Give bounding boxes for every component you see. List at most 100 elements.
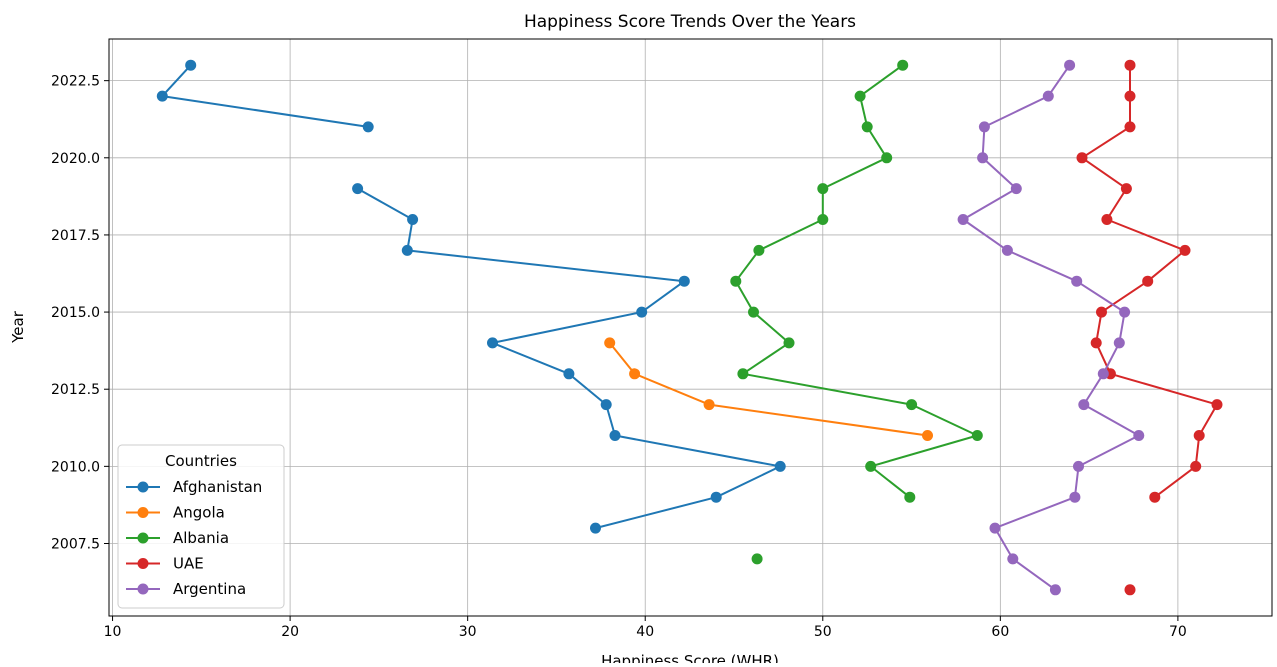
data-point — [737, 368, 749, 380]
data-point — [1090, 337, 1102, 349]
x-tick-label: 60 — [991, 624, 1009, 640]
legend-label: Argentina — [173, 580, 246, 598]
x-axis-label: Happiness Score (WHR) — [601, 652, 779, 663]
data-point — [1120, 183, 1132, 195]
data-point — [487, 337, 498, 349]
data-point — [1113, 337, 1125, 349]
legend-marker — [137, 507, 149, 518]
series-line — [161, 64, 369, 128]
data-point — [1042, 90, 1054, 102]
data-point — [971, 430, 983, 441]
series-line — [608, 342, 928, 437]
data-point — [1211, 399, 1223, 411]
series-angola — [604, 337, 933, 441]
data-point — [1069, 491, 1081, 503]
data-point — [590, 522, 601, 534]
data-point — [854, 90, 866, 102]
data-point — [957, 214, 969, 225]
y-tick-label: 2020.0 — [51, 151, 100, 167]
data-point — [1149, 491, 1161, 503]
y-tick-label: 2022.5 — [51, 74, 100, 90]
legend-marker — [137, 481, 149, 493]
data-point — [751, 553, 763, 565]
data-point — [362, 121, 374, 133]
x-tick-label: 30 — [459, 624, 477, 640]
data-point — [1133, 430, 1145, 441]
series-line — [962, 64, 1140, 591]
series-line — [734, 64, 979, 498]
data-point — [748, 306, 759, 318]
data-point — [1101, 214, 1113, 225]
data-point — [783, 337, 795, 349]
series-line — [357, 187, 782, 530]
data-point — [817, 214, 829, 225]
x-tick-label: 40 — [636, 624, 654, 640]
series-argentina — [957, 59, 1145, 596]
data-point — [1119, 306, 1131, 318]
data-point — [1049, 584, 1061, 596]
legend-item-argentina: Argentina — [126, 580, 246, 598]
data-point — [897, 59, 909, 71]
data-point — [1010, 183, 1022, 195]
data-point — [1096, 306, 1107, 318]
data-point — [1142, 275, 1154, 287]
data-point — [156, 90, 168, 102]
y-tick-label: 2012.5 — [51, 382, 100, 398]
data-point — [1007, 553, 1019, 565]
data-point — [563, 368, 575, 380]
data-point — [922, 430, 933, 441]
y-tick-label: 2007.5 — [51, 536, 100, 552]
data-point — [1073, 460, 1084, 472]
data-point — [604, 337, 616, 349]
data-point — [730, 275, 742, 287]
data-point — [1124, 90, 1136, 102]
data-point — [1124, 121, 1136, 133]
data-point — [678, 275, 690, 287]
data-point — [407, 214, 419, 225]
x-tick-label: 70 — [1169, 624, 1187, 640]
chart-title: Happiness Score Trends Over the Years — [524, 12, 856, 32]
plot-frame — [108, 38, 1273, 617]
data-point — [1064, 59, 1076, 71]
data-point — [977, 152, 989, 164]
legend-label: Afghanistan — [173, 478, 262, 496]
legend-label: UAE — [173, 555, 204, 573]
data-point — [1071, 275, 1083, 287]
data-point — [609, 430, 621, 441]
data-point — [1179, 244, 1191, 256]
data-point — [753, 244, 765, 256]
series-layer — [156, 59, 1223, 596]
legend-marker — [137, 583, 149, 595]
data-point — [1076, 152, 1088, 164]
legend-marker — [137, 532, 149, 544]
data-point — [978, 121, 990, 133]
data-point — [636, 306, 648, 318]
axis-ticks: 10 20 30 40 50 60 70 2007.5 2010.0 2012.5 2015.0 20… — [51, 74, 1187, 640]
data-point — [1001, 244, 1013, 256]
data-point — [352, 183, 364, 195]
legend-item-uae: UAE — [126, 555, 204, 573]
legend-item-afghanistan: Afghanistan — [126, 478, 262, 496]
y-tick-label: 2010.0 — [51, 459, 100, 475]
legend-item-albania: Albania — [126, 529, 229, 547]
data-point — [1124, 584, 1136, 596]
data-point — [185, 59, 197, 71]
x-tick-label: 20 — [281, 624, 299, 640]
data-point — [1124, 59, 1136, 71]
data-point — [1193, 430, 1205, 441]
legend-label: Angola — [173, 504, 225, 522]
legend-box — [117, 444, 285, 609]
x-tick-label: 50 — [814, 624, 832, 640]
data-point — [1097, 368, 1109, 380]
legend-title: Countries — [165, 452, 237, 470]
data-point — [881, 152, 893, 164]
y-tick-label: 2017.5 — [51, 228, 100, 244]
data-point — [774, 460, 786, 472]
data-point — [1190, 460, 1202, 472]
data-point — [703, 399, 715, 411]
data-point — [989, 522, 1001, 534]
data-point — [906, 399, 918, 411]
legend: Countries Afghanistan Angola Albania UAE Arge… — [117, 444, 285, 609]
